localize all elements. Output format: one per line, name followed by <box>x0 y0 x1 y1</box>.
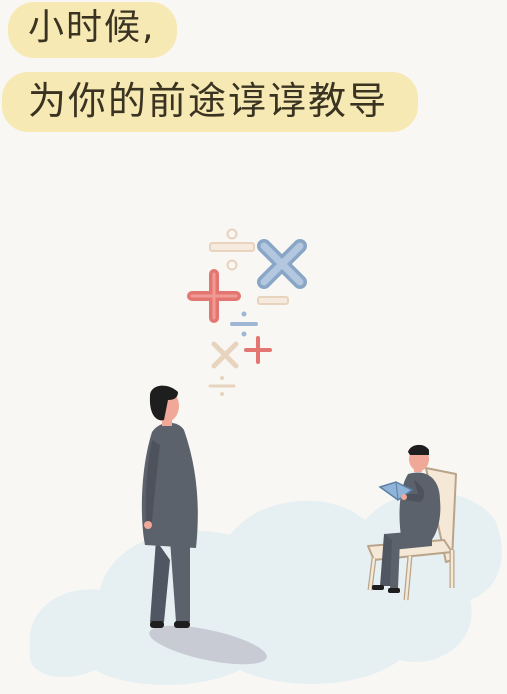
seated-child-figure <box>367 444 457 601</box>
standing-parent-figure <box>141 385 267 665</box>
caption-line-1: 小时候, <box>8 2 178 58</box>
minus-symbol <box>257 296 289 305</box>
math-symbols <box>187 228 307 396</box>
divide-symbol <box>209 228 255 271</box>
caption-line-2: 为你的前途谆谆教导 <box>2 72 419 132</box>
multiply-symbol <box>211 341 239 369</box>
multiply-symbol <box>257 239 307 289</box>
parent-shadow <box>149 625 267 665</box>
divide-symbol <box>230 311 258 337</box>
plus-symbol <box>187 269 241 323</box>
plus-symbol <box>244 336 272 364</box>
divide-symbol <box>208 376 236 396</box>
